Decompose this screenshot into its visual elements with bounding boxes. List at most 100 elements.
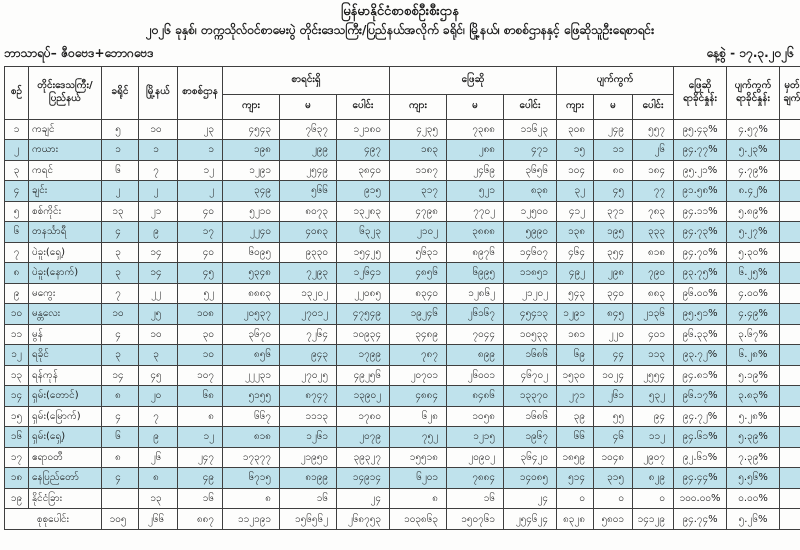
cell-attended-male: ၅၆၃၁ [389, 241, 447, 264]
col-header-attended-pct: ဖြေဆို ရာခိုင်နှုန်း [673, 65, 728, 120]
cell-absent-pct: ၆.၂၅% [726, 262, 781, 284]
cell-registered-female: ၁၃၂၀၂ [279, 282, 337, 305]
cell-district: ၂ [101, 180, 139, 202]
cell-registered-total: ၄၉၇ [336, 139, 390, 161]
cell-township: ၂၆၆ [138, 508, 178, 531]
cell-remark [779, 426, 800, 448]
cell-registered-male: ၃၄၉ [222, 180, 280, 202]
cell-absent-female: ၀ [593, 487, 634, 510]
cell-attended-male: ၇၅၂ [389, 426, 447, 448]
cell-attended-male: ၄၂၃၅ [389, 118, 447, 141]
cell-absent-male: ၂၇၁ [556, 385, 595, 407]
cell-registered-total: ၁၇၉၉ [336, 344, 390, 366]
total-row: စုစုပေါင်း ၁၀၅ ၂၆၆ ၈၈၇ ၁၁၂၁၉၁ ၁၅၆၅၆၂ ၂၆၈၇၅၃ ၁၀၃… [4, 508, 800, 531]
cell-center: ၅၂ [177, 282, 223, 305]
cell-district: ၁ [101, 139, 139, 161]
cell-township: ၂၁ [138, 200, 178, 223]
cell-absent-female: ၄၄ [593, 344, 634, 366]
cell-township: ၄၅ [138, 364, 178, 387]
cell-absent-female: ၈၀ [593, 159, 634, 182]
cell-registered-total: ၁၅၄၂၅ [336, 241, 390, 264]
cell-registered-female: ၂၇၀၁၂ [279, 303, 337, 325]
col-header-absent-female: မ [593, 93, 634, 120]
cell-registered-female: ၂၉၉ [279, 139, 337, 161]
cell-registered-male: ၁၂၉၁ [222, 159, 280, 182]
cell-sn: ၁၇ [4, 446, 29, 469]
table-row: ၁၀ မန္တလေး ၁၀ ၂၅ ၁၀၈ ၂၀၅၃၇ ၂၇၀၁၂ ၄၇၅၄၉ ၁၉၂၄၆ ၂၆၁၆… [4, 303, 800, 325]
cell-absent-pct: ၅.၈၉% [726, 200, 781, 223]
col-header-absent-pct: ပျက်ကွက် ရာခိုင်နှုန်း [726, 65, 781, 120]
cell-registered-male: ၁၇၃၇၇ [222, 446, 280, 469]
cell-registered-male: ၆၆၇ [222, 405, 280, 428]
cell-registered-male: ၈၈၈၃ [222, 282, 280, 305]
cell-attended-pct: ၉၄.၈၁% [673, 364, 728, 387]
cell-registered-male: ၆၇၁၅ [222, 467, 280, 489]
cell-remark [779, 200, 800, 223]
cell-attended-pct: ၉၃.၇၂% [673, 344, 728, 366]
cell-absent-female: ၄၅ [593, 180, 634, 202]
cell-center: ၃၀ [177, 323, 223, 346]
cell-absent-male: ၁၅၃၀ [556, 364, 595, 387]
cell-attended-total: ၁၆၈၆ [502, 344, 558, 366]
col-header-center: စာစစ်ဌာန [177, 65, 223, 120]
cell-attended-male: ၁၀၃၈၆၃ [389, 508, 447, 531]
cell-attended-male: ၄၈၅၆ [389, 262, 447, 284]
cell-attended-pct: ၉၄.၇၄% [673, 508, 728, 531]
cell-absent-male: ၄၁၂ [556, 200, 595, 223]
cell-township: ၁၄ [138, 262, 178, 284]
cell-registered-male: ၈၅၆ [222, 344, 280, 366]
cell-district: ၃ [101, 344, 139, 366]
cell-absent-male: ၀ [556, 487, 595, 510]
cell-absent-male: ၃၉ [556, 405, 595, 428]
cell-registered-total: ၄၉၂၅၆ [336, 364, 390, 387]
cell-attended-total: ၂၄ [502, 487, 558, 510]
col-header-attended-total: ပေါင်း [502, 93, 558, 120]
cell-region: တနင်္သာရီ [28, 221, 102, 243]
cell-registered-total: ၁၀၉၃၄ [336, 323, 390, 346]
cell-attended-male: ၄၈၈၄ [389, 385, 447, 407]
table-row: ၁၇ ဧရာဝတီ၈၂၆ ၂၄၇ ၁၇၃၇၇ ၂၁၉၅၀ ၃၉၃၂၇ ၁၅၅၁၈ ၂၀၉၀၂၃… [4, 446, 800, 469]
cell-absent-female: ၁၀၄၈ [593, 446, 634, 469]
cell-attended-total: ၄၅၄၁၃ [502, 303, 558, 325]
table-row: ၈ပဲခူး(နောက်) ၃၁၄ ၄၅ ၅၃၄၈ ၇၂၉၃ ၁၂၆၄၁ ၄၈၅၆ ၆၉၉၅၁… [4, 262, 800, 284]
cell-sn: ၃ [4, 159, 29, 182]
cell-township: ၂၆ [138, 446, 178, 469]
subject-label: ဘာသာရပ်– ဇီဝဗေဒ+ဘောဂဗေဒ [4, 45, 154, 60]
cell-absent-male: ၃၀၈ [556, 118, 595, 141]
cell-sn: ၈ [4, 262, 29, 284]
cell-registered-female: ၁၅၆၅၆၂ [279, 508, 337, 531]
cell-sn: ၁၂ [4, 344, 29, 366]
cell-district: ၃ [101, 241, 139, 264]
cell-attended-male: ၃၁၇ [389, 180, 447, 202]
cell-attended-pct: ၉၃.၇၅% [673, 262, 728, 284]
table-row: ၉မကွေး၇၂၂ ၅၂ ၈၈၈၃ ၁၃၂၀၂ ၂၂၀၈၅ ၈၃၄၀ ၁၂၈၆၂ ၂၁၂၀၂၅… [4, 282, 800, 305]
table-row: ၁ကချင်၅၁၀ ၂၃ ၄၅၄၃ ၇၆၃၇ ၁၂၁၈၀ ၄၂၃၅ ၇၃၈၈ ၁၁၆၂၃ ၃၀၈… [4, 118, 800, 141]
cell-absent-total: ၅၅၇ [632, 118, 675, 141]
cell-absent-total: ၁၄၁၂၉ [632, 508, 675, 531]
cell-absent-total: ၇၇ [632, 180, 675, 202]
cell-attended-total: ၁၁၈၅၁ [502, 262, 558, 284]
cell-attended-total: ၁၂၅၀၀ [502, 200, 558, 223]
cell-registered-male: ၆၀၉၅ [222, 241, 280, 264]
cell-remark [779, 344, 800, 366]
cell-absent-pct: ၅.၂၈% [726, 405, 781, 428]
cell-absent-male: ၁၂၉၁ [556, 303, 595, 325]
cell-district: ၈ [101, 446, 139, 469]
cell-absent-female: ၃၁၅ [593, 467, 634, 489]
cell-absent-pct: ၄.၅၇% [726, 118, 781, 141]
cell-absent-pct: ၅.၂၃% [726, 139, 781, 161]
cell-sn: ၁၃ [4, 364, 29, 387]
cell-region: ရခိုင် [28, 344, 102, 366]
cell-township: ၂၂ [138, 282, 178, 305]
cell-absent-pct: ၈.၄၂% [726, 180, 781, 202]
col-header-registered-female: မ [279, 93, 337, 120]
cell-registered-female: ၂၅၄၉ [279, 159, 337, 182]
cell-absent-male: ၈၃၂၈ [556, 508, 595, 531]
date-label: နေ့စွဲ - ၁၇.၃.၂၀၂၆ [706, 45, 794, 60]
cell-attended-total: ၂၁၂၀၂ [502, 282, 558, 305]
cell-attended-female: ၂၀၉၀၂ [446, 446, 504, 469]
cell-center: ၂၄၇ [177, 446, 223, 469]
cell-remark [779, 405, 800, 428]
cell-attended-female: ၇၀၄၄ [446, 323, 504, 346]
cell-attended-female: ၂၆၁၆၇ [446, 303, 504, 325]
